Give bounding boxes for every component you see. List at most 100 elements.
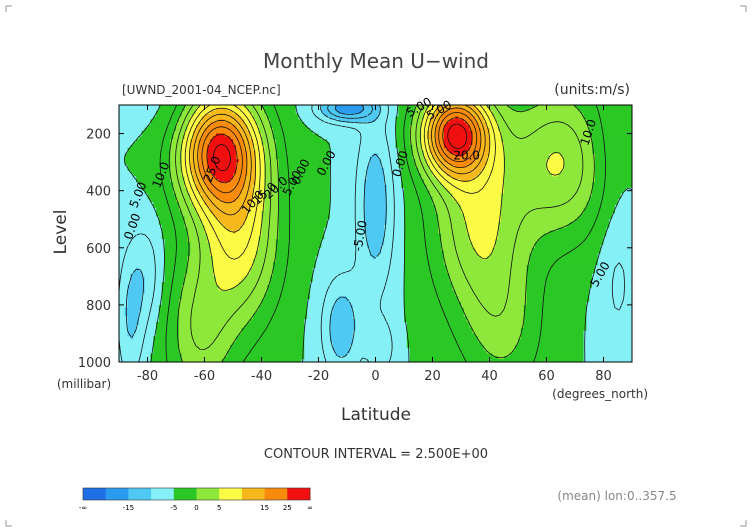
field-cell — [207, 162, 237, 166]
field-cell — [184, 133, 194, 138]
field-cell — [244, 324, 305, 329]
field-cell — [119, 184, 143, 189]
field-cell — [187, 259, 214, 263]
colorbar-tick-label: 25 — [283, 504, 292, 512]
field-cell — [258, 247, 277, 252]
field-cell — [178, 330, 243, 335]
field-cell — [178, 119, 191, 123]
field-cell — [463, 119, 476, 123]
field-cell — [315, 262, 405, 266]
field-cell — [429, 190, 451, 195]
field-cell — [386, 187, 405, 192]
field-cell — [466, 230, 499, 235]
field-cell — [261, 302, 308, 306]
field-cell — [307, 302, 337, 306]
field-cell — [441, 182, 505, 186]
field-cell — [261, 219, 280, 223]
field-cell — [620, 193, 632, 197]
field-cell — [136, 179, 171, 183]
field-cell — [119, 124, 149, 129]
field-cell — [312, 279, 405, 283]
field-cell — [366, 239, 385, 243]
field-cell — [329, 176, 368, 180]
field-cell — [612, 216, 632, 220]
field-cell — [304, 333, 331, 337]
field-cell — [404, 230, 439, 235]
field-cell — [233, 110, 251, 115]
field-cell — [258, 307, 308, 312]
field-cell — [580, 110, 632, 115]
field-cell — [264, 144, 277, 149]
colorbar-tick-label: 0 — [194, 504, 198, 512]
field-cell — [141, 270, 166, 275]
field-cell — [119, 119, 151, 123]
field-cell — [210, 190, 243, 195]
field-cell — [261, 142, 277, 146]
field-cell — [594, 164, 632, 169]
field-cell — [224, 133, 243, 138]
field-cell — [278, 216, 331, 220]
field-cell — [349, 302, 405, 306]
field-cell — [119, 139, 137, 143]
field-cell — [318, 253, 371, 257]
field-cell — [252, 113, 268, 118]
field-cell — [472, 327, 522, 332]
field-cell — [261, 213, 280, 217]
field-cell — [127, 330, 137, 335]
field-cell — [178, 319, 251, 323]
field-cell — [119, 162, 126, 166]
field-cell — [275, 150, 331, 155]
field-cell — [583, 342, 632, 346]
field-cell — [261, 133, 274, 138]
field-cell — [261, 139, 277, 143]
contour-interval-text: CONTOUR INTERVAL = 2.500E+00 — [264, 447, 488, 462]
field-cell — [304, 350, 337, 355]
field-cell — [210, 244, 260, 249]
field-cell — [489, 153, 505, 157]
field-cell — [304, 342, 334, 346]
field-cell — [409, 356, 499, 360]
field-cell — [264, 296, 311, 300]
field-cell — [503, 167, 548, 172]
field-cell — [466, 227, 499, 232]
field-cell — [141, 133, 174, 138]
field-cell — [543, 233, 607, 237]
field-cell — [523, 310, 587, 315]
field-cell — [178, 322, 248, 326]
field-cell — [483, 164, 505, 169]
field-cell — [270, 124, 308, 129]
field-cell — [304, 319, 331, 323]
field-cell — [520, 327, 587, 332]
field-cell — [404, 250, 445, 255]
field-cell — [609, 224, 632, 229]
field-cell — [141, 293, 163, 297]
field-cell — [252, 262, 274, 266]
field-cell — [458, 299, 528, 303]
field-cell — [395, 130, 411, 135]
field-cell — [404, 276, 451, 280]
field-cell — [594, 264, 632, 269]
field-cell — [210, 210, 248, 215]
contour-line — [189, 105, 491, 233]
field-cell — [190, 147, 200, 152]
x-tick-label: 20 — [424, 369, 441, 384]
field-cell — [364, 105, 382, 109]
field-cell — [489, 136, 502, 140]
field-cell — [213, 173, 234, 177]
field-cell — [546, 159, 565, 163]
field-cell — [435, 110, 445, 115]
field-cell — [540, 236, 605, 240]
field-cell — [443, 144, 471, 149]
field-cell — [594, 156, 632, 160]
field-cell — [119, 204, 154, 209]
field-cell — [369, 250, 382, 255]
field-cell — [589, 290, 632, 295]
field-cell — [529, 262, 599, 266]
field-cell — [278, 187, 331, 192]
x-axis: -80 -60 -40 -20 0 20 40 60 80 — [137, 105, 612, 384]
field-cell — [329, 184, 365, 189]
field-cell — [119, 322, 129, 326]
field-cell — [381, 247, 405, 252]
field-cell — [258, 236, 280, 240]
field-cell — [224, 356, 305, 360]
